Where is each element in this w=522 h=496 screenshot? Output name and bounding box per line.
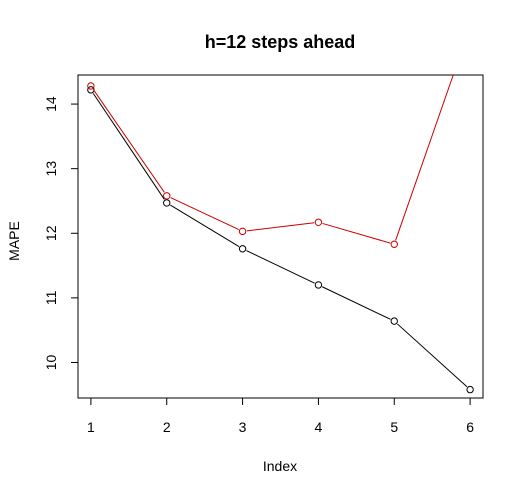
y-tick-label: 11 [43,290,59,305]
series-1-point [239,228,245,234]
series-0-point [391,318,397,324]
x-tick-label: 5 [390,419,398,435]
series-0-segment [322,287,390,320]
series-0-segment [397,324,467,387]
x-tick-label: 3 [239,419,247,435]
x-axis-label: Index [263,458,297,474]
series-0-point [467,386,473,392]
series-1-segment [93,89,164,192]
series-1-point [88,83,94,89]
series-0-segment [93,93,164,199]
x-tick-label: 2 [163,419,171,435]
chart-title: h=12 steps ahead [205,32,356,52]
series-1-point [164,193,170,199]
series-1-point [315,219,321,225]
y-tick-label: 12 [43,225,59,241]
x-tick-label: 1 [87,419,95,435]
y-axis-label: MAPE [6,221,22,261]
series-0-segment [170,205,239,247]
series-0-point [239,246,245,252]
series-1-segment [396,31,469,241]
x-tick-label: 6 [466,419,474,435]
series-1-segment [322,223,390,243]
series-1-point [467,23,473,29]
series-0-segment [246,251,314,284]
series-1-point [391,241,397,247]
x-tick-label: 4 [315,419,323,435]
series-0-point [164,200,170,206]
series-1-segment [171,198,239,230]
series-1 [88,23,474,247]
y-tick-label: 13 [43,161,59,177]
series-0 [88,87,474,393]
series-1-segment [247,223,315,231]
y-tick-label: 14 [43,96,59,112]
series-0-point [315,282,321,288]
y-tick-label: 10 [43,354,59,370]
plot-frame [78,75,483,398]
